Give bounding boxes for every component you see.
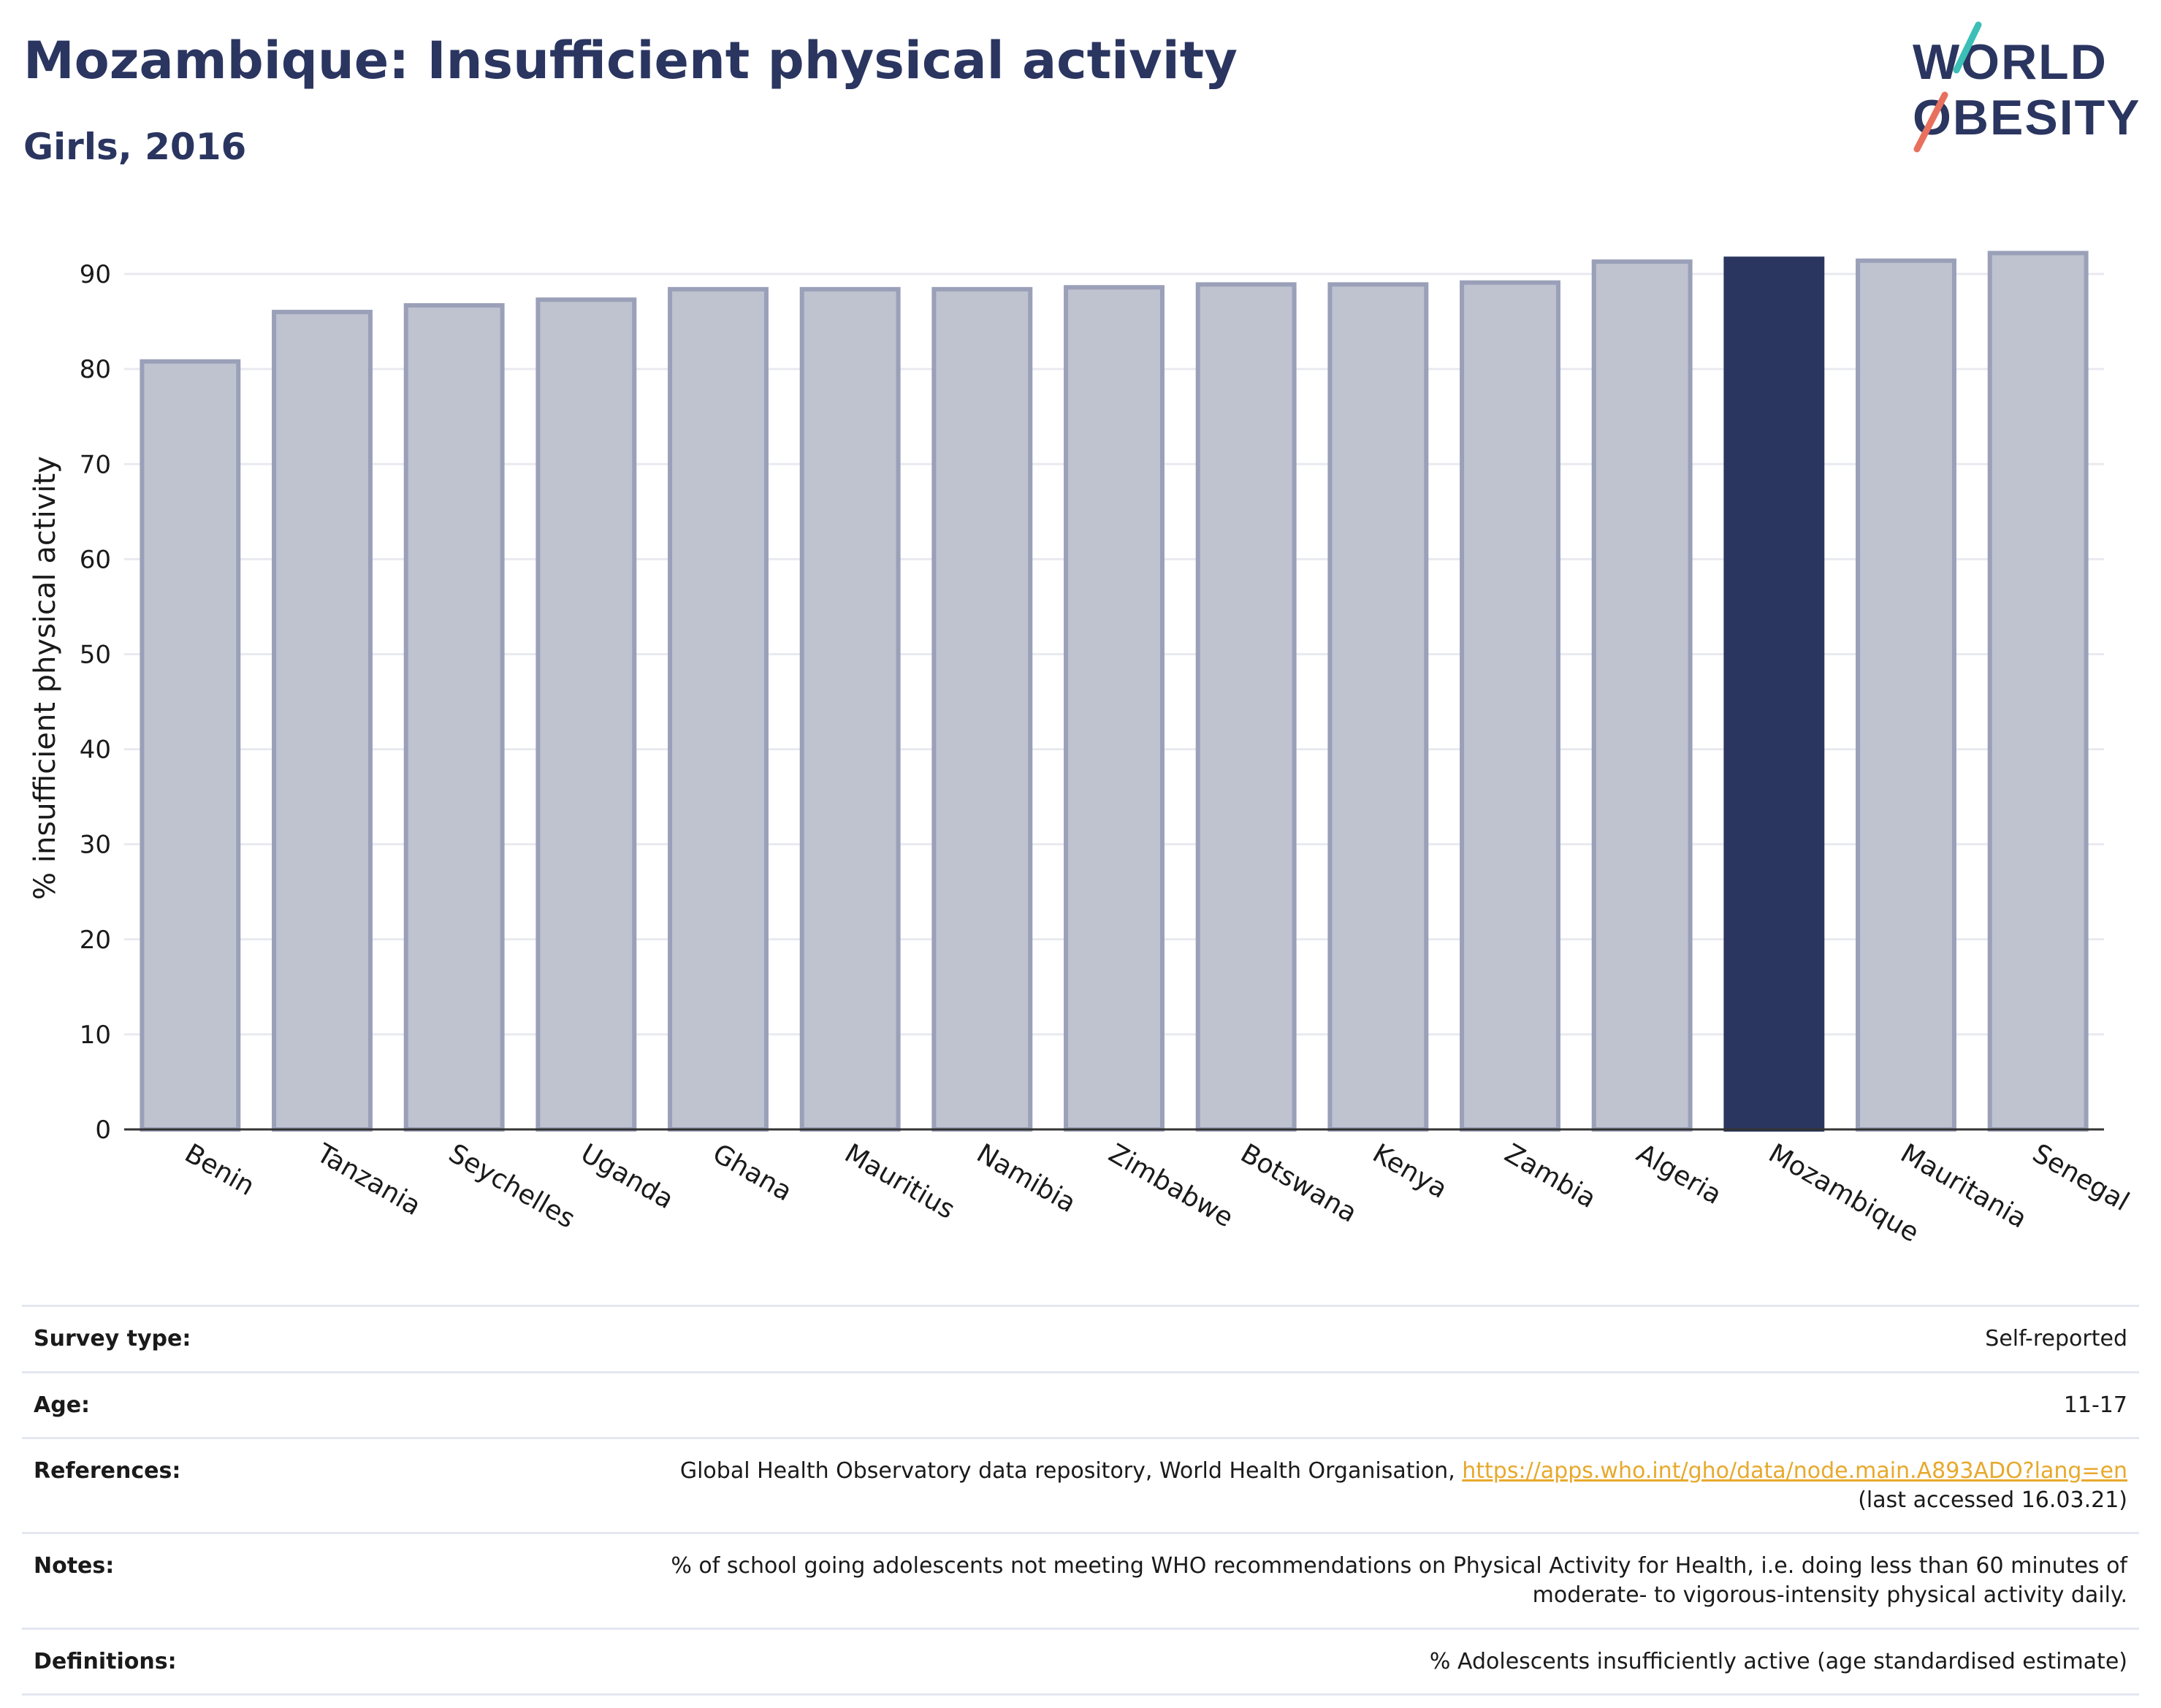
- x-tick-label: Seychelles: [443, 1138, 580, 1234]
- bar-uganda: [536, 297, 637, 1132]
- info-label: Notes:: [34, 1553, 115, 1579]
- bar-mozambique: [1723, 256, 1825, 1132]
- logo-word-obesity: OBESITY: [1913, 90, 2141, 145]
- logo-word-world: WORLD: [1913, 34, 2108, 90]
- bar-algeria: [1591, 259, 1693, 1132]
- bar-namibia: [931, 286, 1033, 1132]
- x-tick-label: Zambia: [1500, 1138, 1601, 1214]
- info-value: 11-17: [2063, 1392, 2127, 1418]
- x-tick-label: Mozambique: [1764, 1138, 1924, 1248]
- y-tick-label: 90: [80, 260, 111, 289]
- info-row-survey-type: Survey type: Self-reported: [22, 1305, 2139, 1373]
- bar-zimbabwe: [1064, 285, 1165, 1132]
- y-tick-label: 40: [80, 736, 111, 765]
- world-obesity-logo: WORLD OBESITY: [1899, 19, 2148, 158]
- reference-accessed: (last accessed 16.03.21): [1858, 1487, 2127, 1513]
- bar-ghana: [668, 286, 769, 1132]
- x-tick-label: Ghana: [708, 1138, 797, 1207]
- info-label: Survey type:: [34, 1326, 191, 1351]
- x-tick-label: Senegal: [2027, 1138, 2134, 1217]
- chart-subtitle: Girls, 2016: [23, 126, 247, 168]
- bar-zambia: [1460, 280, 1560, 1132]
- y-tick-label: 50: [80, 640, 111, 669]
- bar-chart: 0 10 20 30 40 50 60 70 80 90 % insufficient physic…: [0, 212, 2161, 1264]
- info-row-notes: Notes: % of school going adolescents not…: [22, 1533, 2139, 1628]
- x-tick-label: Namibia: [972, 1138, 1081, 1219]
- x-tick-label: Algeria: [1631, 1138, 1726, 1211]
- y-tick-label: 70: [80, 450, 111, 479]
- info-value: % Adolescents insufficiently active (age…: [1429, 1648, 2127, 1674]
- reference-text: Global Health Observatory data repositor…: [679, 1458, 1463, 1484]
- bar-mauritania: [1856, 258, 1956, 1132]
- x-tick-label: Mauritius: [839, 1138, 960, 1225]
- info-label: Age:: [34, 1392, 91, 1418]
- chart-title: Mozambique: Insufficient physical activi…: [23, 31, 1238, 91]
- y-tick-label: 30: [80, 831, 111, 860]
- info-label: Definitions:: [34, 1648, 177, 1674]
- y-tick-label: 20: [80, 926, 111, 955]
- info-row-references: References: Global Health Observatory da…: [22, 1438, 2139, 1533]
- y-tick-label: 10: [80, 1021, 111, 1050]
- bar-chart-svg: 0 10 20 30 40 50 60 70 80 90 % insufficient physic…: [28, 251, 2134, 1248]
- y-tick-label: 80: [80, 355, 111, 384]
- x-tick-label: Uganda: [576, 1138, 679, 1215]
- bar-mauritius: [799, 286, 901, 1132]
- x-tick-label: Tanzania: [311, 1138, 426, 1221]
- info-value: % of school going adolescents not meetin…: [425, 1533, 2139, 1628]
- x-tick-label: Zimbabwe: [1104, 1138, 1238, 1233]
- info-table: Survey type: Self-reported Age: 11-17 Re…: [22, 1305, 2139, 1696]
- bar-seychelles: [403, 302, 505, 1132]
- bar-tanzania: [272, 310, 373, 1132]
- bar-kenya: [1327, 282, 1429, 1132]
- bar-botswana: [1195, 282, 1297, 1132]
- y-tick-label: 0: [95, 1116, 111, 1145]
- notes-line-1: % of school going adolescents not meetin…: [671, 1553, 2127, 1579]
- y-axis-label: % insufficient physical activity: [28, 456, 62, 900]
- info-label: References:: [34, 1458, 181, 1484]
- x-tick-label: Botswana: [1235, 1138, 1362, 1228]
- info-row-age: Age: 11-17: [22, 1372, 2139, 1438]
- reference-link[interactable]: https://apps.who.int/gho/data/node.main.…: [1462, 1458, 2127, 1484]
- info-value: Self-reported: [1985, 1326, 2127, 1351]
- logo-slash-coral: [1913, 91, 1948, 153]
- info-row-definitions: Definitions: % Adolescents insufficientl…: [22, 1628, 2139, 1695]
- x-tick-label: Kenya: [1368, 1138, 1452, 1205]
- info-value: Global Health Observatory data repositor…: [425, 1438, 2139, 1533]
- x-tick-label: Benin: [180, 1138, 259, 1202]
- y-tick-label: 60: [80, 545, 111, 574]
- bar-senegal: [1987, 251, 2089, 1132]
- bar-benin: [140, 359, 241, 1132]
- logo-slash-teal: [1953, 21, 1982, 74]
- notes-line-2: moderate- to vigorous-intensity physical…: [1532, 1582, 2127, 1608]
